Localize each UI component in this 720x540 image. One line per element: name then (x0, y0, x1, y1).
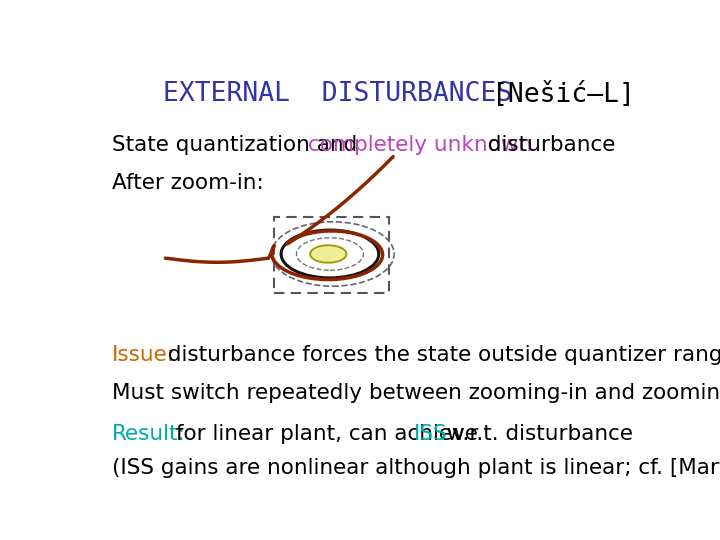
Text: ISS: ISS (414, 424, 448, 444)
Text: EXTERNAL  DISTURBANCES: EXTERNAL DISTURBANCES (163, 82, 512, 107)
Text: [Nešić–L]: [Nešić–L] (492, 82, 634, 107)
Text: disturbance forces the state outside quantizer range: disturbance forces the state outside qua… (161, 346, 720, 366)
Text: Must switch repeatedly between zooming-in and zooming-out: Must switch repeatedly between zooming-i… (112, 383, 720, 403)
Bar (274, 217, 389, 293)
Text: Result:: Result: (112, 424, 186, 444)
Ellipse shape (310, 245, 346, 263)
Text: After zoom-in:: After zoom-in: (112, 173, 264, 193)
Text: disturbance: disturbance (482, 136, 616, 156)
Text: completely unknown: completely unknown (307, 136, 532, 156)
Text: State quantization and: State quantization and (112, 136, 364, 156)
Text: for linear plant, can achieve: for linear plant, can achieve (169, 424, 485, 444)
Text: w.r.t. disturbance: w.r.t. disturbance (440, 424, 634, 444)
Text: (ISS gains are nonlinear although plant is linear; cf. [Martins]): (ISS gains are nonlinear although plant … (112, 458, 720, 478)
Text: Issue:: Issue: (112, 346, 176, 366)
